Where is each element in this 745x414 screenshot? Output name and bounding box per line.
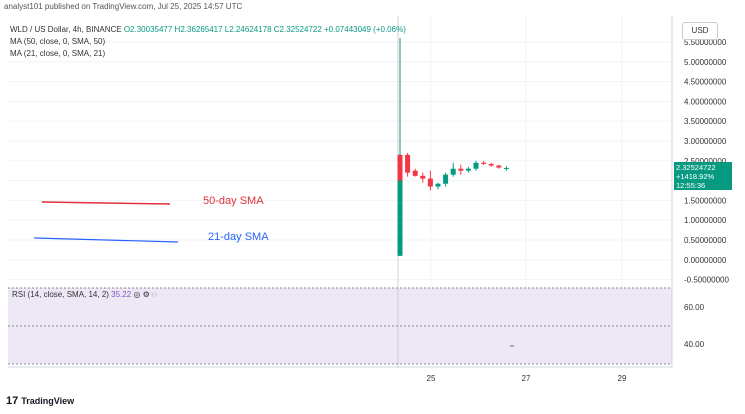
candle[interactable]: [427, 170, 433, 191]
current-price: 2.32524722: [676, 163, 716, 172]
price-tick-label: 1.00000000: [684, 216, 727, 225]
ohlc-values: O2.30035477 H2.36265417 L2.24624178 C2.3…: [123, 25, 406, 34]
rsi-value: 35.22: [111, 290, 132, 299]
publisher-line: analyst101 published on TradingView.com,…: [4, 2, 243, 11]
candle-body: [412, 170, 418, 176]
candle[interactable]: [503, 166, 509, 171]
candle[interactable]: [458, 164, 464, 175]
chart-legend: WLD / US Dollar, 4h, BINANCE O2.30035477…: [10, 24, 406, 60]
symbol-title: WLD / US Dollar, 4h, BINANCE: [10, 25, 122, 34]
candle[interactable]: [397, 38, 403, 256]
candle-body-overlap: [397, 154, 403, 181]
candle[interactable]: [488, 162, 494, 167]
price-tick-label: 4.50000000: [684, 78, 727, 87]
more-icon[interactable]: ◌: [152, 290, 157, 299]
candle[interactable]: [435, 182, 441, 190]
candle-body: [435, 183, 441, 187]
price-tick-label: 2.50000000: [684, 157, 727, 166]
time-tick-label: 25: [427, 374, 436, 383]
time-tick-label: 27: [522, 374, 531, 383]
price-tick-label: 3.50000000: [684, 117, 727, 126]
candle-body: [496, 165, 502, 168]
ma50-legend[interactable]: MA (50, close, 0, SMA, 50): [10, 37, 106, 46]
rsi-level-40: 40.00: [684, 340, 705, 349]
candle[interactable]: [443, 172, 449, 187]
settings-icon[interactable]: ⚙: [142, 290, 150, 299]
candle[interactable]: [496, 164, 502, 169]
price-tick-label: 5.00000000: [684, 58, 727, 67]
price-tick-label: 4.00000000: [684, 97, 727, 106]
candle[interactable]: [405, 152, 411, 177]
candle-body: [427, 178, 433, 187]
time-tick-label: 29: [618, 374, 627, 383]
candle-body: [488, 163, 494, 166]
candle-body: [473, 162, 479, 169]
price-tick-label: 3.00000000: [684, 137, 727, 146]
candle[interactable]: [450, 162, 456, 177]
tradingview-logo[interactable]: 17 TradingView: [6, 395, 74, 407]
price-tick-label: 5.50000000: [684, 38, 727, 47]
candle-body: [420, 175, 426, 179]
ma21-legend[interactable]: MA (21, close, 0, SMA, 21): [10, 49, 106, 58]
candle-body: [465, 168, 471, 171]
candle-body: [503, 167, 509, 169]
candle-body: [397, 154, 403, 256]
sma50-line: [41, 201, 171, 205]
candle[interactable]: [465, 166, 471, 173]
sma21-line: [33, 237, 179, 243]
eye-icon[interactable]: ◎: [133, 290, 141, 299]
price-tick-label: 0.50000000: [684, 236, 727, 245]
sma21-annotation: 21-day SMA: [208, 231, 269, 243]
tradingview-logo-icon: 17: [6, 395, 19, 407]
current-price-tag: 2.32524722 +1418.92% 12:55:36: [674, 162, 732, 190]
candle-body: [405, 154, 411, 173]
rsi-legend-title: RSI (14, close, SMA, 14, 2): [12, 290, 109, 299]
candle[interactable]: [420, 172, 426, 183]
candle[interactable]: [481, 160, 487, 165]
candle[interactable]: [473, 160, 479, 171]
price-tick-label: 1.50000000: [684, 196, 727, 205]
currency-button[interactable]: USD: [682, 22, 718, 40]
price-tick-label: 0.00000000: [684, 256, 727, 265]
rsi-level-60: 60.00: [684, 303, 705, 312]
price-tick-label: -0.50000000: [684, 276, 729, 285]
symbol-row[interactable]: WLD / US Dollar, 4h, BINANCE O2.30035477…: [10, 24, 406, 36]
price-change: +1418.92%: [676, 172, 715, 181]
tradingview-logo-text: TradingView: [21, 396, 75, 406]
candle[interactable]: [412, 168, 418, 177]
bar-countdown: 12:55:36: [676, 181, 706, 190]
sma50-annotation: 50-day SMA: [203, 195, 264, 207]
candle-body: [458, 168, 464, 171]
candle-body: [450, 168, 456, 175]
rsi-legend[interactable]: RSI (14, close, SMA, 14, 2) 35.22 ◎ ⚙ ◌: [12, 290, 157, 299]
candle-body: [443, 174, 449, 184]
candle-body: [481, 162, 487, 164]
